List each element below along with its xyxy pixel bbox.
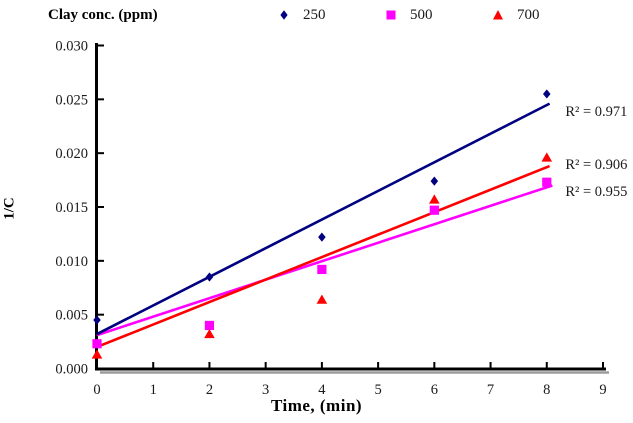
r2-annotation-250: R² = 0.971 bbox=[565, 104, 627, 120]
legend-title: Clay conc. (ppm) bbox=[48, 7, 158, 23]
diamond-marker-icon bbox=[277, 8, 291, 22]
x-tick-label: 7 bbox=[487, 382, 494, 398]
trendline-250 bbox=[96, 102, 551, 336]
x-axis-title: Time, (min) bbox=[270, 396, 363, 415]
data-point-diamond bbox=[93, 315, 101, 325]
legend-label-500: 500 bbox=[410, 7, 433, 23]
y-tick-label: 0.020 bbox=[55, 146, 88, 162]
data-point-triangle bbox=[204, 328, 215, 339]
y-tick-label: 0.005 bbox=[55, 308, 88, 324]
data-point-square bbox=[204, 320, 215, 331]
data-point-square bbox=[542, 177, 552, 187]
r2-annotation-700: R² = 0.906 bbox=[565, 157, 627, 173]
x-tick-label: 2 bbox=[206, 382, 213, 398]
x-tick-label: 4 bbox=[318, 382, 326, 398]
square-marker-icon bbox=[384, 8, 398, 22]
y-tick-label: 0.010 bbox=[55, 254, 88, 270]
data-point-square bbox=[317, 264, 327, 275]
trendline-500 bbox=[96, 184, 553, 337]
legend-label-250: 250 bbox=[303, 7, 326, 23]
data-point-triangle bbox=[541, 152, 553, 162]
chart-legend: Clay conc. (ppm) 250 500 700 bbox=[0, 0, 633, 30]
y-tick-label: 0.025 bbox=[55, 92, 88, 108]
legend-label-700: 700 bbox=[517, 7, 540, 23]
x-tick-label: 3 bbox=[262, 382, 269, 398]
data-point-triangle bbox=[429, 194, 440, 204]
y-tick-label: 0.000 bbox=[55, 362, 88, 378]
legend-item-500: 500 bbox=[384, 7, 433, 25]
x-tick-label: 1 bbox=[150, 382, 157, 398]
y-tick-label: 0.015 bbox=[55, 200, 88, 216]
data-point-triangle bbox=[91, 349, 103, 359]
data-point-square bbox=[92, 339, 102, 349]
r2-annotation-500: R² = 0.955 bbox=[565, 184, 627, 200]
legend-item-250: 250 bbox=[277, 7, 326, 25]
y-tick-label: 0.030 bbox=[55, 39, 88, 55]
data-point-triangle bbox=[316, 294, 328, 304]
data-point-diamond bbox=[205, 272, 214, 282]
x-tick-label: 8 bbox=[543, 382, 550, 398]
legend-item-700: 700 bbox=[491, 7, 540, 25]
trendline-700 bbox=[96, 164, 551, 349]
x-tick-label: 5 bbox=[374, 382, 381, 398]
triangle-marker-icon bbox=[491, 8, 505, 22]
x-tick-label: 9 bbox=[599, 382, 606, 398]
x-tick-label: 0 bbox=[93, 382, 100, 398]
data-point-diamond bbox=[430, 176, 439, 186]
x-tick-label: 6 bbox=[431, 382, 438, 398]
data-point-diamond bbox=[543, 89, 551, 99]
data-point-square bbox=[429, 205, 439, 215]
data-point-diamond bbox=[318, 232, 326, 242]
